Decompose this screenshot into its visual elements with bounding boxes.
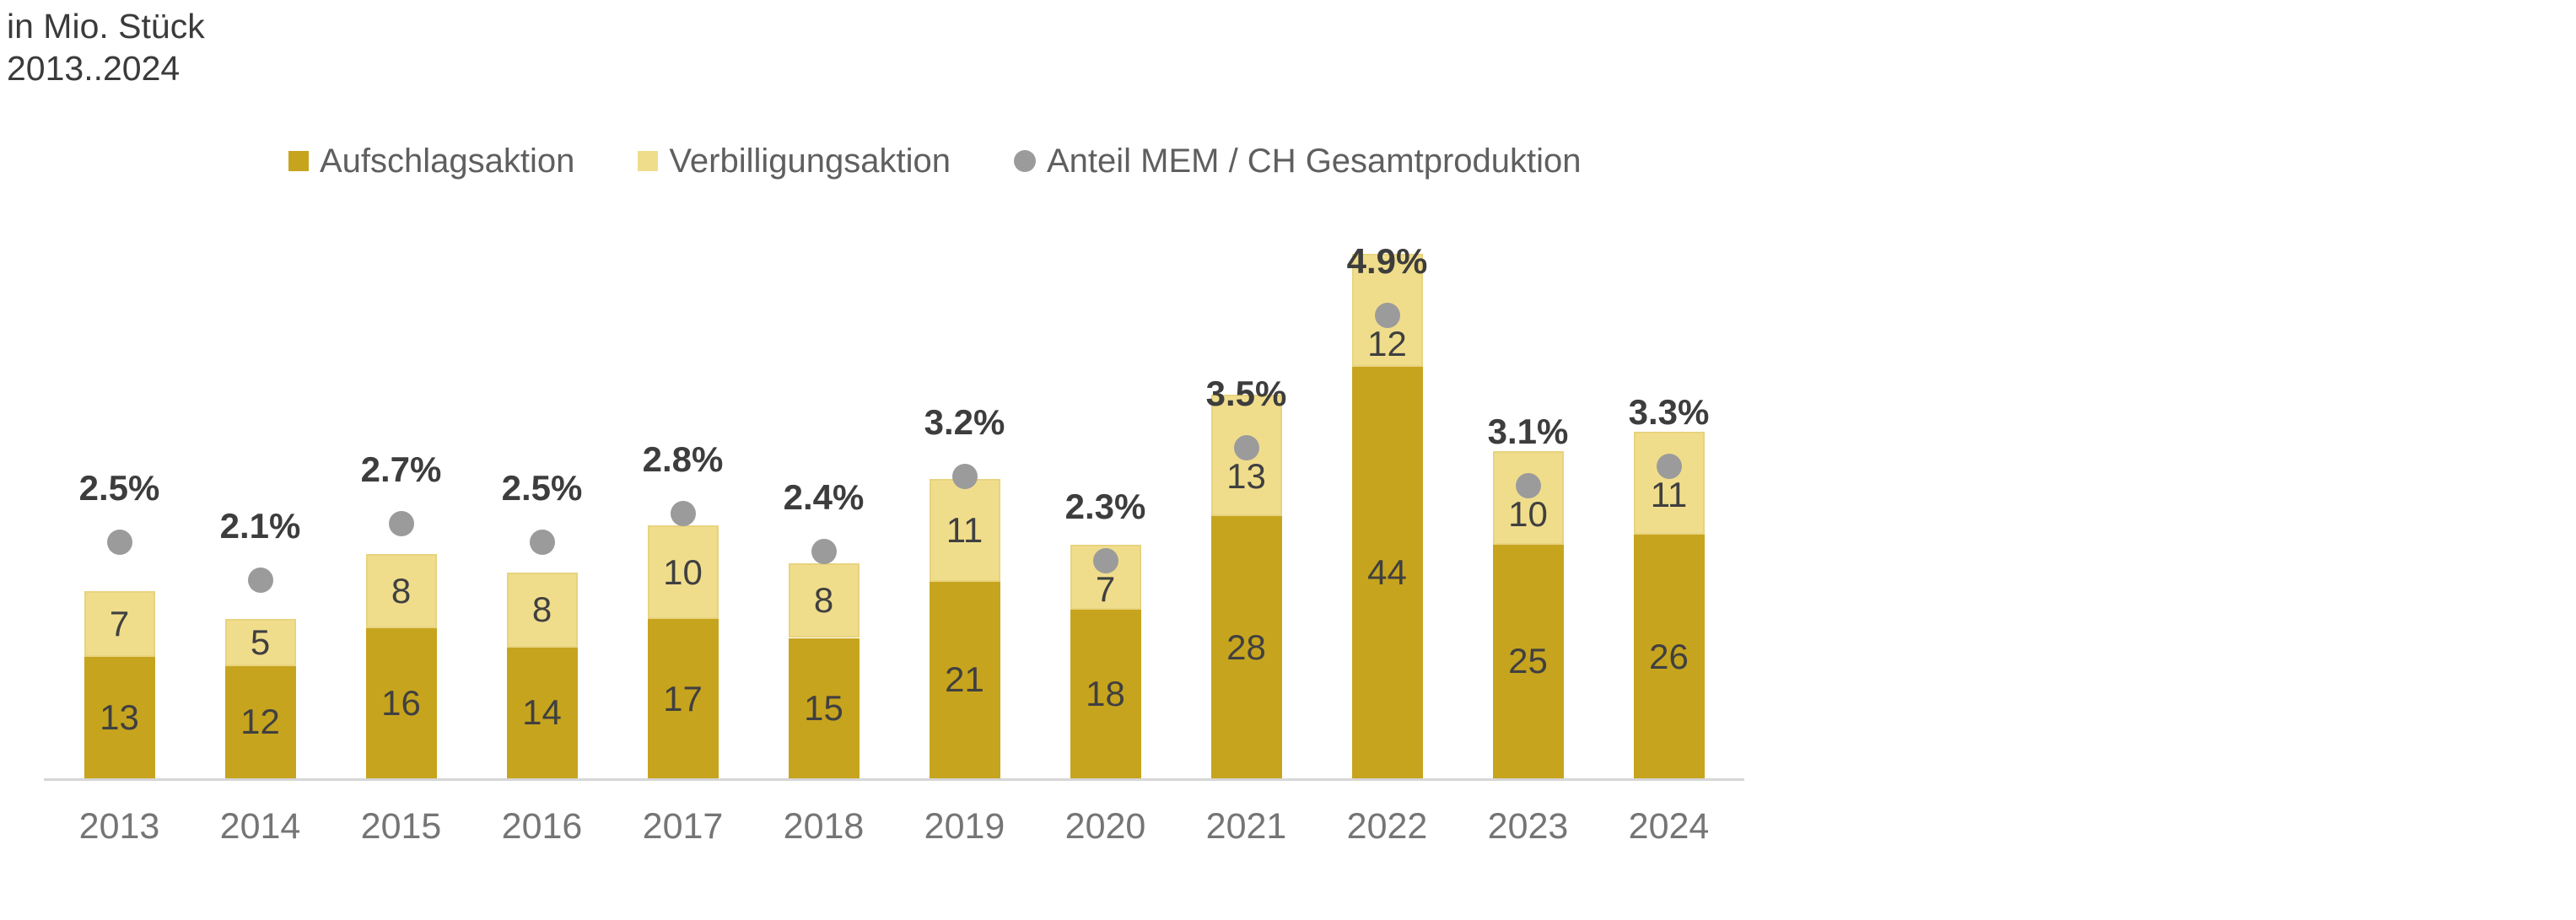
dot-marker-anteil [1092, 548, 1118, 574]
legend-square-swatch-icon [638, 151, 659, 171]
value-label-aufschlagsaktion: 12 [240, 702, 280, 742]
dot-marker-anteil [247, 567, 273, 593]
x-axis-label-2014: 2014 [219, 806, 301, 847]
dot-marker-anteil [951, 463, 978, 489]
bar-segment-aufschlagsaktion [788, 638, 860, 778]
bar-segment-verbilligungsaktion [506, 572, 578, 648]
value-label-aufschlagsaktion: 14 [522, 692, 562, 733]
value-label-aufschlagsaktion: 13 [100, 697, 139, 737]
bar-segment-aufschlagsaktion [1633, 535, 1705, 778]
bar-segment-aufschlagsaktion [929, 581, 1000, 778]
value-label-aufschlagsaktion: 18 [1086, 674, 1125, 714]
value-label-verbilligungsaktion: 11 [946, 509, 984, 550]
pct-label-anteil: 3.2% [924, 401, 1005, 442]
value-label-aufschlagsaktion: 25 [1508, 641, 1548, 681]
value-label-aufschlagsaktion: 28 [1226, 627, 1266, 667]
dot-marker-anteil [1515, 472, 1541, 498]
value-label-aufschlagsaktion: 17 [663, 678, 703, 718]
dot-marker-anteil [1656, 454, 1682, 480]
x-axis-line [44, 778, 1744, 781]
chart-title: in Mio. Stück 2013..2024 [7, 5, 205, 89]
value-label-verbilligungsaktion: 10 [663, 551, 703, 592]
pct-label-anteil: 2.4% [783, 477, 865, 518]
legend-circle-swatch-icon [1013, 150, 1036, 172]
bar-segment-verbilligungsaktion [84, 591, 155, 657]
dot-marker-anteil [1374, 303, 1400, 329]
value-label-verbilligungsaktion: 13 [1226, 456, 1266, 496]
pct-label-anteil: 3.5% [1205, 374, 1287, 413]
pct-label-anteil: 2.8% [642, 439, 724, 480]
value-label-verbilligungsaktion: 10 [1508, 493, 1548, 534]
x-axis-label-2024: 2024 [1628, 806, 1710, 847]
bar-segment-aufschlagsaktion [1210, 516, 1282, 778]
pct-label-anteil: 3.1% [1487, 411, 1569, 451]
pct-label-anteil: 2.1% [219, 505, 301, 546]
dot-marker-anteil [811, 539, 837, 565]
bar-segment-aufschlagsaktion [506, 647, 578, 778]
value-label-aufschlagsaktion: 21 [945, 659, 984, 700]
dot-marker-anteil [529, 530, 555, 555]
legend: Aufschlagsaktion Verbilligungsaktion Antei… [288, 142, 1582, 180]
value-label-verbilligungsaktion: 5 [250, 622, 271, 663]
value-label-aufschlagsaktion: 15 [804, 687, 843, 728]
bar-segment-verbilligungsaktion [1070, 544, 1141, 611]
dot-marker-anteil [1233, 435, 1259, 460]
bar-segment-verbilligungsaktion [788, 562, 860, 638]
pct-label-anteil: 2.5% [501, 468, 583, 508]
pct-label-anteil: 2.5% [78, 468, 160, 508]
x-axis-label-2020: 2020 [1064, 806, 1146, 847]
legend-square-swatch-icon [288, 151, 309, 171]
bar-segment-aufschlagsaktion [1070, 610, 1141, 778]
x-axis-label-2018: 2018 [783, 806, 865, 847]
dot-marker-anteil [670, 501, 696, 527]
bar-segment-aufschlagsaktion [365, 628, 437, 778]
value-label-aufschlagsaktion: 16 [381, 683, 421, 724]
x-axis-label-2013: 2013 [78, 806, 160, 847]
value-label-verbilligungsaktion: 8 [391, 571, 412, 611]
value-label-verbilligungsaktion: 11 [1650, 475, 1688, 515]
value-label-verbilligungsaktion: 12 [1367, 324, 1407, 364]
x-axis-label-2017: 2017 [642, 806, 724, 847]
value-label-verbilligungsaktion: 8 [813, 580, 834, 621]
bar-segment-verbilligungsaktion [647, 525, 719, 620]
x-axis-label-2016: 2016 [501, 806, 583, 847]
bar-segment-verbilligungsaktion [929, 478, 1000, 582]
value-label-verbilligungsaktion: 7 [1095, 569, 1116, 610]
legend-item-1: Aufschlagsaktion [288, 143, 574, 180]
x-axis-label-2019: 2019 [924, 806, 1005, 847]
bar-segment-verbilligungsaktion [365, 553, 437, 629]
bar-segment-aufschlagsaktion [84, 656, 155, 778]
chart-title-line2: 2013..2024 [7, 49, 181, 88]
pct-label-anteil: 4.9% [1346, 241, 1428, 282]
value-label-aufschlagsaktion: 26 [1649, 636, 1689, 676]
value-label-verbilligungsaktion: 7 [109, 603, 130, 643]
x-axis-label-2023: 2023 [1487, 806, 1569, 847]
legend-label: Anteil MEM / CH Gesamtproduktion [1046, 142, 1582, 180]
pct-label-anteil: 3.3% [1628, 392, 1710, 433]
value-label-aufschlagsaktion: 44 [1367, 551, 1407, 592]
legend-label: Aufschlagsaktion [320, 142, 575, 180]
x-axis-label-2022: 2022 [1346, 806, 1428, 847]
bar-segment-aufschlagsaktion [224, 665, 296, 778]
dot-marker-anteil [106, 530, 132, 555]
bar-segment-verbilligungsaktion [224, 619, 296, 666]
bar-segment-aufschlagsaktion [1351, 366, 1423, 778]
dot-marker-anteil [388, 510, 414, 536]
x-axis-label-2021: 2021 [1205, 806, 1287, 847]
legend-label: Verbilligungsaktion [669, 142, 951, 180]
bar-segment-verbilligungsaktion [1633, 432, 1705, 535]
bar-segment-aufschlagsaktion [1492, 544, 1564, 778]
legend-item-3: Anteil MEM / CH Gesamtproduktion [1013, 142, 1582, 180]
value-label-verbilligungsaktion: 8 [531, 589, 552, 630]
bar-segment-aufschlagsaktion [647, 619, 719, 778]
chart-title-line1: in Mio. Stück [7, 7, 205, 46]
pct-label-anteil: 2.7% [360, 449, 442, 489]
x-axis-label-2015: 2015 [360, 806, 442, 847]
legend-item-2: Verbilligungsaktion [638, 143, 951, 180]
pct-label-anteil: 2.3% [1064, 487, 1146, 527]
